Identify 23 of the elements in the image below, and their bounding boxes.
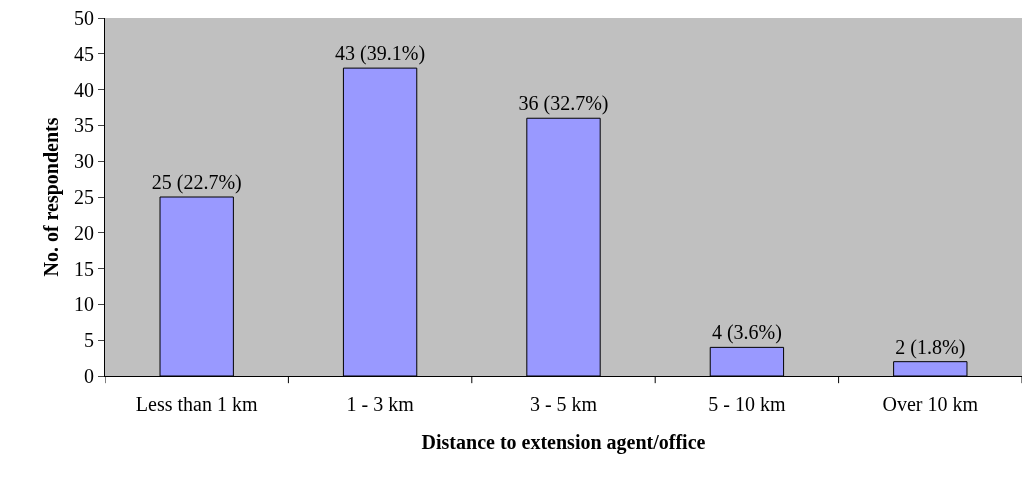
y-tick-label: 0 [84,365,94,387]
x-tick-label: Less than 1 km [135,393,258,415]
y-tick-label: 15 [74,257,94,280]
data-label: 2 (1.8%) [895,335,966,359]
data-label: 25 (22.7%) [151,171,242,194]
y-axis-title: No. of respondents [39,117,63,277]
x-axis-title: Distance to extension agent/office [421,430,706,454]
data-label: 43 (39.1%) [335,42,426,66]
x-tick-label: Over 10 km [882,393,979,415]
y-tick-label: 45 [74,42,94,65]
data-label: 36 (32.7%) [518,92,609,116]
data-label: 4 (3.6%) [711,321,782,345]
y-tick-label: 10 [74,293,94,316]
y-tick-label: 40 [74,78,94,101]
y-tick-label: 50 [74,7,94,29]
y-tick-label: 35 [74,114,94,137]
y-tick-label: 20 [74,221,94,244]
y-tick-label: 30 [74,150,94,173]
y-tick-label: 5 [84,329,94,352]
x-tick-label: 3 - 5 km [529,393,598,415]
y-tick-label: 25 [74,186,94,208]
x-tick-label: 1 - 3 km [346,393,415,415]
x-tick-label: 5 - 10 km [708,393,786,415]
